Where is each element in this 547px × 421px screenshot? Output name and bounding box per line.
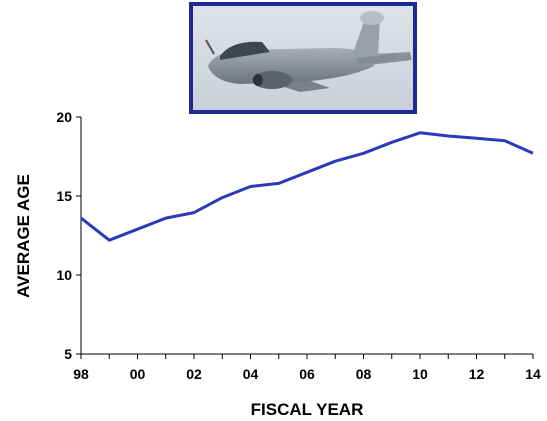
- y-tick-label: 15: [56, 188, 72, 204]
- x-tick-label: 12: [469, 366, 485, 382]
- x-tick-label: 98: [73, 366, 89, 382]
- y-ticks: 5 10 15 20: [56, 109, 81, 362]
- x-tick-label: 06: [299, 366, 315, 382]
- x-tick-label: 04: [243, 366, 259, 382]
- x-ticks: 98 00 02 04 06 08 10 12 14: [73, 354, 541, 382]
- series-group: [80, 131, 534, 242]
- x-tick-label: 08: [356, 366, 372, 382]
- y-tick-label: 5: [64, 346, 72, 362]
- photo-frame: [189, 2, 417, 114]
- x-tick-label: 10: [412, 366, 428, 382]
- y-axis-title: AVERAGE AGE: [14, 174, 33, 298]
- x-tick-label: 02: [186, 366, 202, 382]
- aircraft-photo: [189, 2, 417, 114]
- x-axis-title: FISCAL YEAR: [251, 400, 364, 419]
- y-tick-label: 20: [56, 109, 72, 125]
- series-line-0: [80, 131, 534, 242]
- x-tick-label: 14: [525, 366, 541, 382]
- axes: [80, 117, 533, 355]
- y-tick-label: 10: [56, 267, 72, 283]
- x-tick-label: 00: [130, 366, 146, 382]
